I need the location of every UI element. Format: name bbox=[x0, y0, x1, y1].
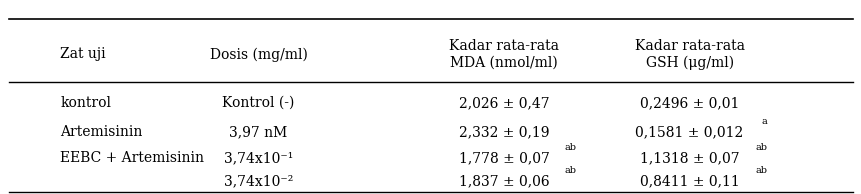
Text: ab: ab bbox=[564, 143, 576, 152]
Text: 0,8411 ± 0,11: 0,8411 ± 0,11 bbox=[639, 174, 739, 188]
Text: Kadar rata-rata
GSH (μg/ml): Kadar rata-rata GSH (μg/ml) bbox=[634, 39, 744, 70]
Text: Kontrol (-): Kontrol (-) bbox=[222, 96, 294, 110]
Text: Artemisinin: Artemisinin bbox=[60, 125, 143, 139]
Text: Zat uji: Zat uji bbox=[60, 47, 106, 61]
Text: 3,97 nM: 3,97 nM bbox=[229, 125, 288, 139]
Text: ab: ab bbox=[755, 143, 766, 152]
Text: 3,74x10⁻²: 3,74x10⁻² bbox=[224, 174, 293, 188]
Text: 3,74x10⁻¹: 3,74x10⁻¹ bbox=[224, 151, 293, 165]
Text: 2,026 ± 0,47: 2,026 ± 0,47 bbox=[458, 96, 549, 110]
Text: ab: ab bbox=[564, 166, 576, 175]
Text: 1,1318 ± 0,07: 1,1318 ± 0,07 bbox=[639, 151, 739, 165]
Text: kontrol: kontrol bbox=[60, 96, 111, 110]
Text: Dosis (mg/ml): Dosis (mg/ml) bbox=[209, 47, 307, 61]
Text: 1,837 ± 0,06: 1,837 ± 0,06 bbox=[458, 174, 549, 188]
Text: 1,778 ± 0,07: 1,778 ± 0,07 bbox=[458, 151, 549, 165]
Text: 2,332 ± 0,19: 2,332 ± 0,19 bbox=[459, 125, 548, 139]
Text: EEBC + Artemisinin: EEBC + Artemisinin bbox=[60, 151, 204, 165]
Text: ab: ab bbox=[755, 166, 767, 175]
Text: 0,2496 ± 0,01: 0,2496 ± 0,01 bbox=[639, 96, 739, 110]
Text: a: a bbox=[760, 117, 766, 126]
Text: 0,1581 ± 0,012: 0,1581 ± 0,012 bbox=[635, 125, 743, 139]
Text: Kadar rata-rata
MDA (nmol/ml): Kadar rata-rata MDA (nmol/ml) bbox=[449, 39, 559, 69]
